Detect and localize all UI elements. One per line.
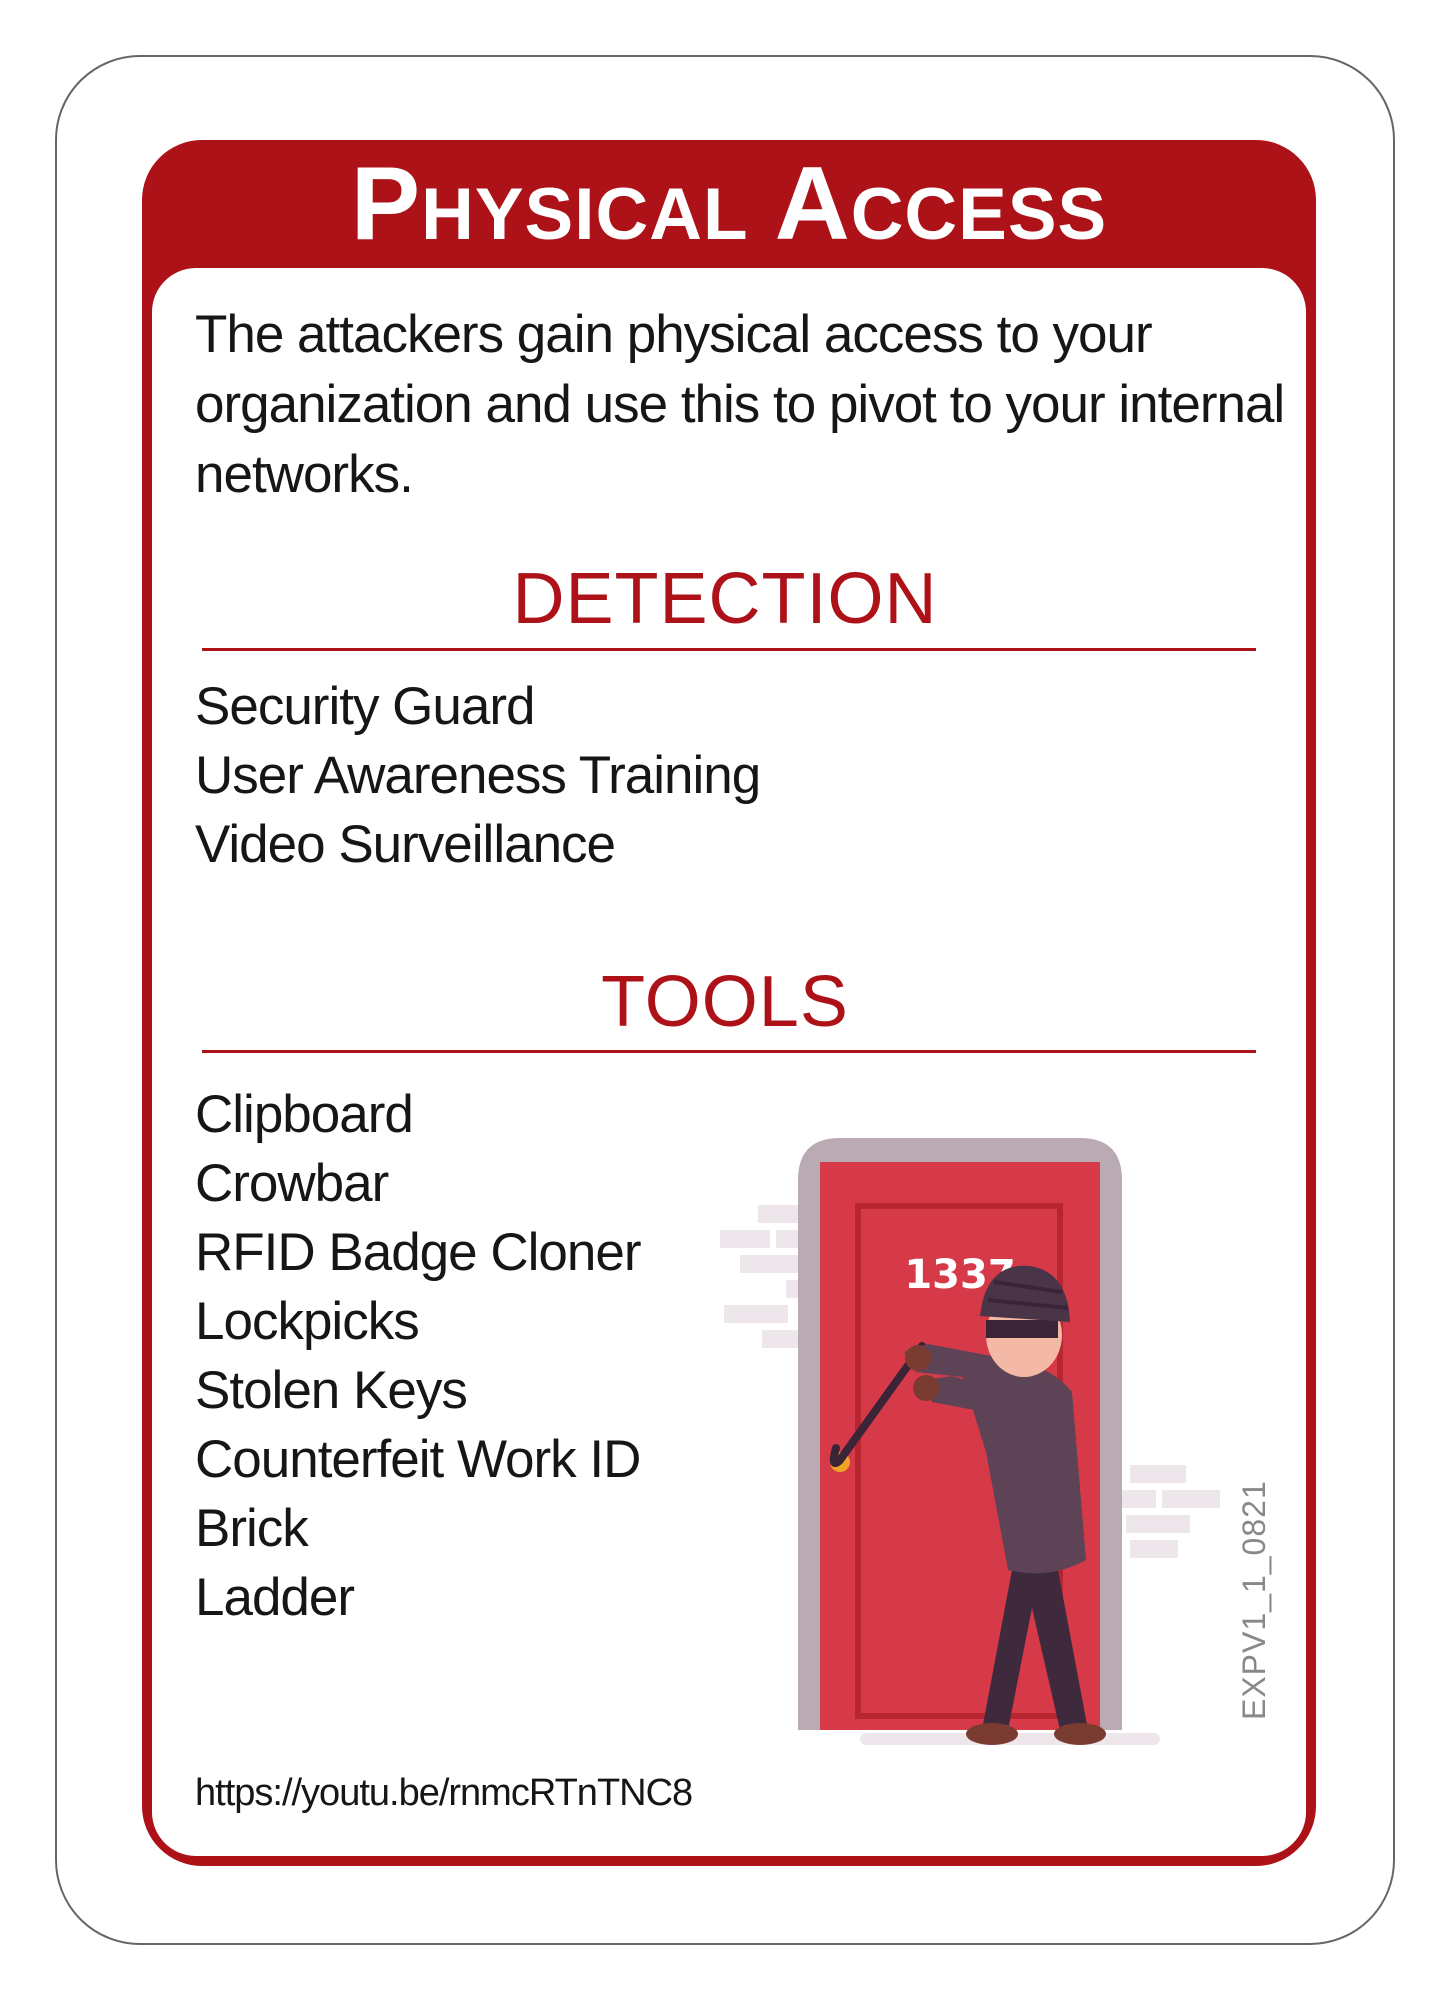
card-outline <box>55 55 1395 1945</box>
burglar-shoe <box>1054 1723 1106 1745</box>
burglar-legs <box>982 1570 1088 1730</box>
tools-item: RFID Badge Cloner <box>195 1223 641 1282</box>
tools-item: Ladder <box>195 1568 355 1627</box>
tools-item: Crowbar <box>195 1154 389 1213</box>
burglar-shoe <box>966 1723 1018 1745</box>
video-link[interactable]: https://youtu.be/rnmcRTnTNC8 <box>195 1772 693 1814</box>
detection-item: Security Guard <box>195 677 535 736</box>
tools-item: Brick <box>195 1499 309 1558</box>
card-code: EXPV1_1_0821 <box>1236 1480 1272 1720</box>
tools-heading: TOOLS <box>601 962 849 1042</box>
detection-heading: DETECTION <box>512 559 938 639</box>
detection-divider <box>202 648 1256 651</box>
burglar-hand <box>905 1345 931 1371</box>
detection-item: User Awareness Training <box>195 746 761 805</box>
tools-item: Counterfeit Work ID <box>195 1430 641 1489</box>
card-title: Physical Access <box>350 146 1108 262</box>
beanie-stripes <box>987 1280 1069 1310</box>
tools-item: Lockpicks <box>195 1292 420 1351</box>
card-description: The attackers gain physical access to yo… <box>195 305 1285 504</box>
burglar-hand <box>913 1375 939 1401</box>
burglar-prying-door-illustration: 1337 <box>720 1138 1220 1745</box>
tools-item: Stolen Keys <box>195 1361 468 1420</box>
detection-list: Security Guard User Awareness Training V… <box>195 672 761 879</box>
burglar-arm <box>924 1376 1020 1416</box>
tools-divider <box>202 1050 1256 1053</box>
crowbar <box>829 1342 926 1467</box>
tools-list: Clipboard Crowbar RFID Badge Cloner Lock… <box>195 1080 641 1632</box>
burglar-mask <box>986 1320 1058 1338</box>
tools-item: Clipboard <box>195 1085 414 1144</box>
detection-item: Video Surveillance <box>195 815 616 874</box>
